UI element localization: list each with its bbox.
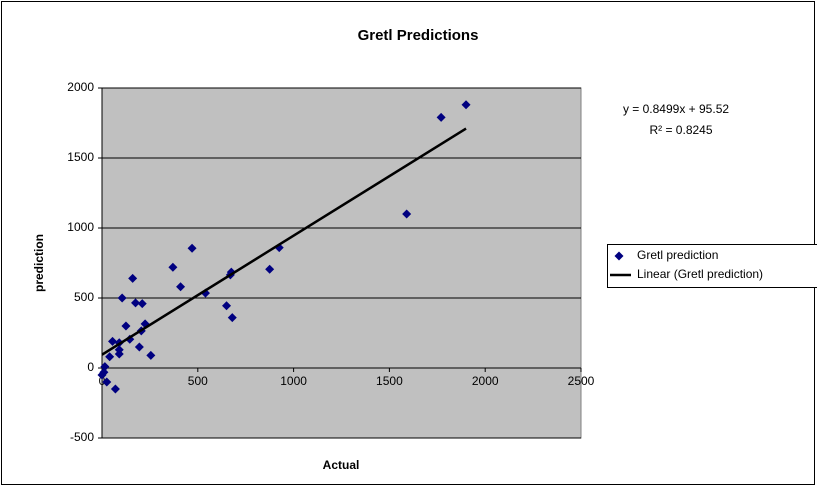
- point: [436, 112, 446, 122]
- point: [402, 209, 412, 219]
- point: [102, 377, 112, 387]
- x-axis-title: Actual: [323, 458, 360, 472]
- point: [114, 349, 124, 359]
- x-tick-label: 2500: [568, 374, 595, 388]
- plot-area: [101, 87, 582, 439]
- legend-label: Linear (Gretl prediction): [637, 267, 763, 281]
- x-tick-label: 500: [188, 374, 208, 388]
- point: [105, 352, 115, 362]
- x-tick-label: 1000: [280, 374, 307, 388]
- point: [134, 342, 144, 352]
- x-tick-label: 0: [99, 374, 106, 388]
- point: [108, 336, 118, 346]
- y-tick-label: 1500: [67, 150, 94, 164]
- point: [128, 273, 138, 283]
- y-tick-label: -500: [70, 430, 94, 444]
- y-tick-label: 2000: [67, 80, 94, 94]
- y-axis-title: prediction: [32, 234, 46, 292]
- point: [227, 313, 237, 323]
- point: [146, 350, 156, 360]
- legend-box: [607, 244, 817, 288]
- trend-equation: y = 0.8499x + 95.52: [623, 102, 729, 116]
- y-tick-label: 1000: [67, 220, 94, 234]
- point: [461, 100, 471, 110]
- trend-r-squared: R² = 0.8245: [649, 123, 712, 137]
- point: [168, 262, 178, 272]
- legend-label: Gretl prediction: [637, 248, 718, 262]
- point: [222, 301, 232, 311]
- point: [121, 321, 131, 331]
- x-tick-label: 2000: [472, 374, 499, 388]
- point: [137, 299, 147, 309]
- point: [131, 298, 141, 308]
- point: [176, 282, 186, 292]
- point: [187, 243, 197, 253]
- point: [117, 293, 127, 303]
- point: [110, 384, 120, 394]
- point: [100, 362, 110, 372]
- legend-marker: [614, 251, 624, 261]
- y-tick-label: 500: [74, 290, 94, 304]
- y-tick-label: 0: [87, 360, 94, 374]
- point: [97, 370, 107, 380]
- chart-title: Gretl Predictions: [358, 27, 479, 44]
- x-tick-label: 1500: [376, 374, 403, 388]
- point: [265, 264, 275, 274]
- trend-line: [101, 127, 467, 356]
